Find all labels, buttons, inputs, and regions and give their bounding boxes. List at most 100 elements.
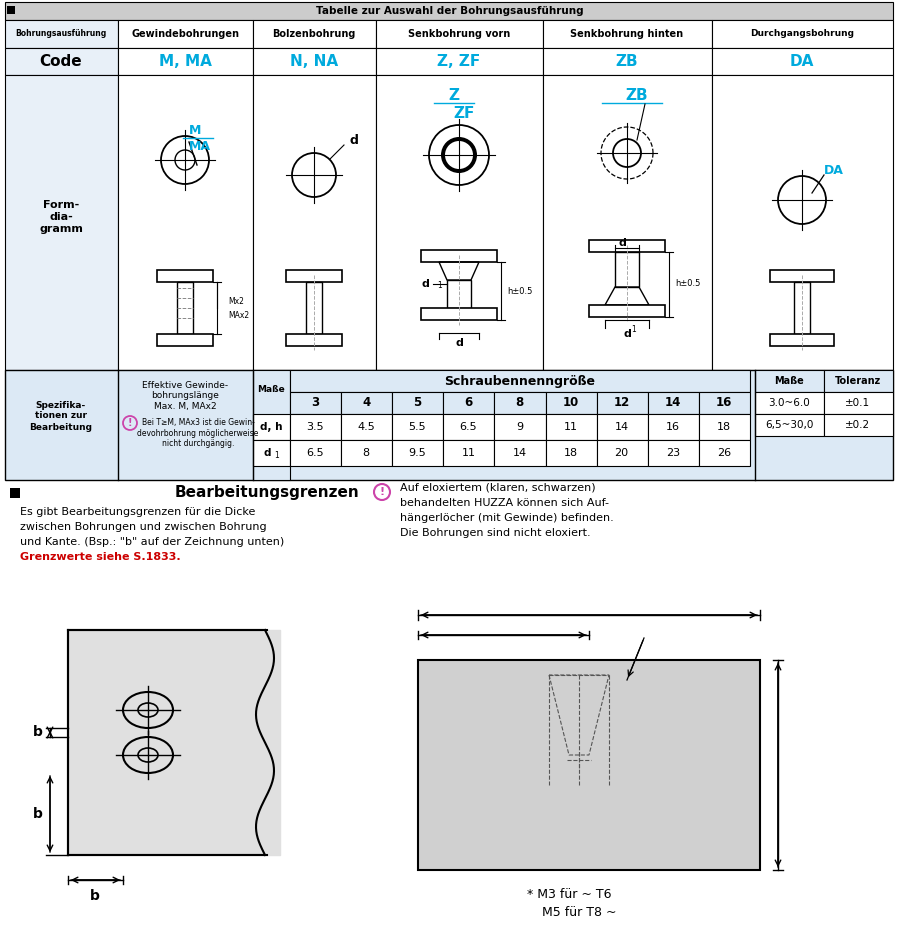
Text: ZB: ZB: [616, 53, 638, 68]
Text: 5.5: 5.5: [409, 422, 426, 432]
Text: DA: DA: [790, 53, 814, 68]
Text: 16: 16: [665, 422, 680, 432]
Bar: [712, 48, 893, 75]
Text: !: !: [128, 418, 132, 428]
Bar: [286, 270, 342, 282]
Text: h±0.5: h±0.5: [675, 279, 700, 289]
Bar: [543, 75, 712, 370]
Bar: [5, 48, 118, 75]
Text: ±0.1: ±0.1: [845, 398, 870, 408]
Bar: [647, 392, 699, 414]
Text: dia-: dia-: [49, 212, 73, 222]
Text: 6: 6: [464, 397, 472, 409]
Bar: [253, 440, 290, 466]
Text: d: d: [421, 279, 429, 289]
Bar: [543, 20, 712, 48]
Text: MA: MA: [189, 139, 211, 152]
Bar: [546, 392, 596, 414]
Text: Bearbeitung: Bearbeitung: [30, 422, 92, 432]
Text: und Kante. (Bsp.: "b" auf der Zeichnung unten): und Kante. (Bsp.: "b" auf der Zeichnung …: [20, 537, 285, 547]
Text: 1: 1: [631, 326, 636, 334]
Bar: [286, 334, 342, 346]
Bar: [253, 48, 376, 75]
Bar: [546, 414, 596, 440]
Text: h±0.5: h±0.5: [507, 287, 533, 295]
Text: MAx2: MAx2: [228, 310, 249, 319]
Text: 3.5: 3.5: [306, 422, 324, 432]
Bar: [253, 370, 290, 480]
Bar: [770, 334, 834, 346]
Text: Code: Code: [40, 53, 83, 68]
Bar: [253, 75, 376, 370]
Text: 14: 14: [665, 397, 681, 409]
Text: d: d: [455, 338, 463, 348]
Bar: [699, 392, 750, 414]
Bar: [615, 252, 639, 287]
Bar: [589, 240, 665, 252]
Bar: [546, 440, 596, 466]
Text: Gewindebohrungen: Gewindebohrungen: [131, 29, 239, 39]
Text: Durchgangsbohrung: Durchgangsbohrung: [750, 30, 854, 38]
Text: Z: Z: [448, 88, 460, 103]
Text: 26: 26: [717, 448, 731, 458]
Bar: [824, 414, 893, 436]
Text: ±0.2: ±0.2: [845, 420, 870, 430]
Text: !: !: [380, 487, 384, 497]
Text: Die Bohrungen sind nicht eloxiert.: Die Bohrungen sind nicht eloxiert.: [400, 528, 591, 538]
Text: Spezifika-: Spezifika-: [36, 401, 86, 409]
Bar: [418, 660, 760, 870]
Bar: [495, 414, 546, 440]
Text: M5 für T8 ~: M5 für T8 ~: [541, 907, 616, 919]
Bar: [290, 414, 341, 440]
Bar: [824, 392, 893, 414]
Text: behandelten HUZZA können sich Auf-: behandelten HUZZA können sich Auf-: [400, 498, 609, 508]
Bar: [755, 370, 824, 392]
Text: Z, ZF: Z, ZF: [437, 53, 480, 68]
Text: 6.5: 6.5: [460, 422, 477, 432]
Bar: [447, 280, 471, 308]
Bar: [118, 20, 253, 48]
Text: 4.5: 4.5: [357, 422, 375, 432]
Bar: [341, 440, 392, 466]
Text: d: d: [350, 134, 359, 147]
Text: Bearbeitungsgrenzen: Bearbeitungsgrenzen: [175, 485, 360, 500]
Bar: [699, 414, 750, 440]
Bar: [444, 414, 495, 440]
Text: 18: 18: [563, 448, 577, 458]
Text: 11: 11: [564, 422, 577, 432]
Text: Es gibt Bearbeitungsgrenzen für die Dicke: Es gibt Bearbeitungsgrenzen für die Dick…: [20, 507, 255, 517]
Bar: [290, 440, 341, 466]
Bar: [444, 440, 495, 466]
Text: DA: DA: [824, 163, 844, 177]
Bar: [596, 414, 647, 440]
Bar: [5, 75, 118, 370]
Bar: [392, 392, 444, 414]
Bar: [596, 440, 647, 466]
Text: Form-: Form-: [43, 200, 79, 210]
Bar: [712, 75, 893, 370]
Text: hängerlöcher (mit Gewinde) befinden.: hängerlöcher (mit Gewinde) befinden.: [400, 513, 613, 523]
Bar: [794, 282, 810, 334]
Text: Toleranz: Toleranz: [835, 376, 881, 386]
Text: 5: 5: [413, 397, 421, 409]
Text: b: b: [90, 889, 100, 903]
Text: 14: 14: [513, 448, 526, 458]
Text: tionen zur: tionen zur: [35, 412, 87, 420]
Bar: [290, 392, 341, 414]
Text: Tabelle zur Auswahl der Bohrungsausführung: Tabelle zur Auswahl der Bohrungsausführu…: [316, 6, 584, 16]
Text: bohrungslänge: bohrungslänge: [151, 391, 219, 401]
Bar: [253, 20, 376, 48]
Bar: [543, 48, 712, 75]
Bar: [157, 334, 213, 346]
Bar: [712, 20, 893, 48]
Text: 8: 8: [363, 448, 370, 458]
Bar: [157, 270, 213, 282]
Text: d: d: [263, 448, 271, 458]
Text: b: b: [33, 725, 43, 739]
Text: ZB: ZB: [626, 88, 648, 103]
Text: * M3 für ~ T6: * M3 für ~ T6: [527, 888, 612, 901]
Circle shape: [445, 141, 473, 169]
Bar: [376, 48, 543, 75]
Bar: [306, 282, 322, 334]
Bar: [118, 48, 253, 75]
